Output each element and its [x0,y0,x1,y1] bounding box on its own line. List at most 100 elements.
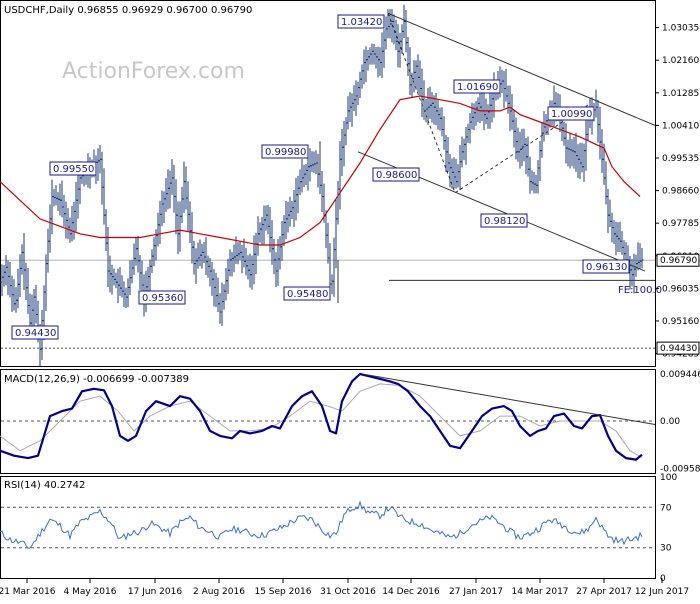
ohlc-bar [306,155,310,191]
ohlc-bar [314,150,318,175]
ohlc-bar [296,175,300,214]
ohlc-bar [12,279,16,311]
ohlc-bar [634,254,638,277]
ohlc-bar [470,102,474,130]
ohlc-bar [50,179,54,235]
ohlc-bar [562,121,566,146]
ohlc-bar [446,136,450,173]
rsi-tick-label: 70 [660,503,672,513]
ohlc-bar [116,268,120,304]
ohlc-bar [182,161,186,213]
ohlc-bar [166,169,170,210]
price-label-box [453,79,501,94]
ohlc-bar [72,201,76,240]
ohlc-bar [416,54,420,94]
ohlc-bar [516,127,520,162]
ohlc-bar [630,258,634,287]
x-axis-labels: 21 Mar 2016 4 May 2016 17 Jun 2016 2 Aug 20… [0,578,689,597]
ohlc-bar [148,259,152,296]
ohlc-bar [4,255,8,286]
ohlc-bar [426,88,430,125]
ohlc-bar [334,198,338,269]
price-label-1-00990: 1.00990 [547,106,595,121]
x-tick-label: 15 Sep 2016 [254,587,311,597]
ohlc-bar [194,248,198,284]
ohlc-bar [16,268,20,309]
last-price-box [656,253,700,267]
x-tick-label: 21 Mar 2016 [0,587,56,597]
price-label-0-98600: 0.98600 [372,167,420,182]
price-label-box [547,106,595,121]
ohlc-bar [338,141,342,210]
ohlc-bar [152,237,156,267]
last-price-marker: 0.96790 [656,253,700,267]
ohlc-bar [572,136,576,169]
ohlc-bar [370,43,374,65]
price-tick-label: 0.95160 [662,317,699,327]
ohlc-bar [320,171,324,212]
price-label-0-94430: 0.94430 [11,325,59,340]
ohlc-bar [120,275,124,298]
ohlc-bar [596,99,600,143]
symbol-header: USDCHF,Daily 0.96855 0.96929 0.96700 0.9… [4,5,252,16]
ohlc-bar [354,80,358,116]
ohlc-bar [340,128,344,177]
macd-line [0,372,643,461]
ohlc-bar [606,188,610,233]
macd-title: MACD(12,26,9) -0.006699 -0.007389 [4,374,189,385]
price-label-text: 0.98120 [484,216,525,227]
ohlc-bar [282,215,286,247]
x-tick-label: 14 Mar 2017 [511,587,568,597]
ohlc-bar [200,243,204,269]
ohlc-bar [112,268,116,286]
ohlc-bar [580,142,584,173]
ohlc-bar [336,181,340,225]
x-tick-label: 14 Dec 2016 [382,587,440,597]
ohlc-bar [430,92,434,123]
ohlc-bar [576,144,580,178]
ohlc-bar [640,248,644,269]
ohlc-bar [342,121,346,167]
ohlc-bar [522,128,526,162]
ohlc-bar [620,231,624,255]
ohlc-bar [226,258,230,294]
rsi-line [0,500,643,549]
ohlc-bar [258,222,262,243]
ohlc-bar [248,253,252,288]
ohlc-bar [232,244,236,273]
ohlc-bar [230,251,234,277]
ohlc-bar [420,68,424,118]
ohlc-bar [46,228,50,273]
ohlc-bar [20,244,24,275]
ohlc-bar [264,205,268,231]
ohlc-bar [186,181,190,232]
ohlc-bar [32,288,36,331]
ohlc-bar [518,131,522,169]
ohlc-bar [454,158,458,189]
y-axis-labels: 1.03035 1.02160 1.01285 1.00410 0.99535 0.986… [655,24,700,584]
ohlc-bar [380,32,384,79]
ohlc-bar [404,9,408,53]
ohlc-bar [294,177,298,221]
x-tick-label: 2 Aug 2016 [193,587,245,597]
ohlc-bar [110,264,114,295]
price-tick-label: 0.96035 [662,284,699,294]
price-label-text: 0.96130 [586,262,627,273]
ohlc-bar [274,252,278,288]
x-tick-label: 27 Jan 2017 [449,587,503,597]
x-tick-label: 27 Apr 2017 [576,587,632,597]
ohlc-bar [280,220,284,261]
support-level-marker: 0.94430 [656,341,700,355]
ohlc-bar [428,86,432,119]
x-tick-label: 4 May 2016 [64,587,117,597]
ohlc-bar [160,190,164,227]
ohlc-bar [598,106,602,160]
ohlc-bar [358,71,362,99]
ohlc-bar [240,244,244,274]
ohlc-bar [424,98,428,123]
ohlc-bar [114,272,118,289]
ohlc-bar [568,132,572,169]
price-label-text: 1.00990 [551,109,592,120]
ohlc-bar [414,60,418,90]
